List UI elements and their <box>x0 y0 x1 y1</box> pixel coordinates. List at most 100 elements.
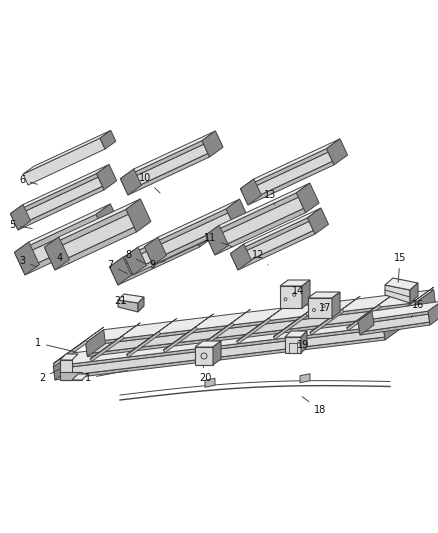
Polygon shape <box>120 141 204 182</box>
Polygon shape <box>237 318 271 344</box>
Polygon shape <box>14 204 110 252</box>
Polygon shape <box>232 221 313 266</box>
Polygon shape <box>55 337 385 380</box>
Polygon shape <box>138 297 144 312</box>
Polygon shape <box>55 324 403 377</box>
Polygon shape <box>16 186 104 230</box>
Polygon shape <box>310 296 360 333</box>
Polygon shape <box>428 301 438 325</box>
Polygon shape <box>145 199 240 247</box>
Polygon shape <box>53 326 384 369</box>
Text: 10: 10 <box>139 173 160 193</box>
Polygon shape <box>86 330 106 357</box>
Polygon shape <box>53 327 104 364</box>
Polygon shape <box>86 290 434 343</box>
Polygon shape <box>383 313 403 340</box>
Polygon shape <box>360 312 438 332</box>
Polygon shape <box>385 285 410 303</box>
Polygon shape <box>23 222 119 270</box>
Text: 2: 2 <box>39 369 60 383</box>
Polygon shape <box>360 322 430 335</box>
Text: 17: 17 <box>319 303 331 313</box>
Polygon shape <box>195 341 221 347</box>
Polygon shape <box>230 218 309 257</box>
Polygon shape <box>127 318 177 354</box>
Polygon shape <box>96 165 117 190</box>
Polygon shape <box>285 331 307 337</box>
Polygon shape <box>230 208 321 254</box>
Polygon shape <box>308 292 340 298</box>
Polygon shape <box>206 183 310 235</box>
Polygon shape <box>124 219 208 261</box>
Polygon shape <box>126 199 151 232</box>
Text: 14: 14 <box>292 286 304 296</box>
Polygon shape <box>44 237 69 270</box>
Polygon shape <box>191 219 213 247</box>
Polygon shape <box>163 314 214 350</box>
Polygon shape <box>127 223 213 271</box>
Polygon shape <box>383 287 434 324</box>
Polygon shape <box>87 313 417 357</box>
Polygon shape <box>213 199 317 251</box>
Text: 19: 19 <box>297 340 309 350</box>
Polygon shape <box>122 144 208 191</box>
Polygon shape <box>273 301 324 337</box>
Text: 9: 9 <box>149 260 166 270</box>
Polygon shape <box>163 327 198 353</box>
Polygon shape <box>86 303 416 346</box>
Polygon shape <box>213 208 306 255</box>
Polygon shape <box>23 232 106 275</box>
Polygon shape <box>200 322 234 348</box>
Polygon shape <box>146 213 233 261</box>
Polygon shape <box>200 309 250 346</box>
Polygon shape <box>120 131 215 179</box>
Polygon shape <box>326 139 348 165</box>
Text: 5: 5 <box>9 220 32 230</box>
Polygon shape <box>246 161 334 205</box>
Polygon shape <box>300 374 310 383</box>
Polygon shape <box>297 183 319 213</box>
Polygon shape <box>332 292 340 318</box>
Polygon shape <box>145 209 228 251</box>
Polygon shape <box>53 227 137 270</box>
Polygon shape <box>273 313 307 340</box>
Polygon shape <box>100 131 116 149</box>
Polygon shape <box>240 179 261 205</box>
Polygon shape <box>116 243 200 285</box>
Text: 15: 15 <box>394 253 406 282</box>
Polygon shape <box>118 300 138 312</box>
Polygon shape <box>145 237 166 265</box>
Text: 13: 13 <box>264 190 276 205</box>
Text: 7: 7 <box>107 260 127 274</box>
Polygon shape <box>205 378 215 387</box>
Polygon shape <box>301 331 307 353</box>
Polygon shape <box>416 290 435 317</box>
Polygon shape <box>11 205 31 230</box>
Polygon shape <box>116 233 211 281</box>
Polygon shape <box>60 354 78 360</box>
Polygon shape <box>12 177 102 227</box>
Polygon shape <box>206 225 229 255</box>
Polygon shape <box>126 143 221 191</box>
Polygon shape <box>237 221 327 266</box>
Polygon shape <box>237 305 287 341</box>
Polygon shape <box>53 353 73 380</box>
Polygon shape <box>127 332 161 357</box>
Polygon shape <box>110 219 205 267</box>
Polygon shape <box>230 244 251 270</box>
Polygon shape <box>310 309 344 335</box>
Polygon shape <box>307 208 328 234</box>
Text: 11: 11 <box>204 233 233 247</box>
Polygon shape <box>242 152 332 201</box>
Polygon shape <box>206 193 298 239</box>
Polygon shape <box>124 209 219 257</box>
Polygon shape <box>237 230 315 270</box>
Polygon shape <box>202 131 223 157</box>
Text: 6: 6 <box>19 175 37 185</box>
Text: 12: 12 <box>252 250 268 265</box>
Polygon shape <box>60 372 82 380</box>
Polygon shape <box>124 247 146 275</box>
Polygon shape <box>90 336 124 361</box>
Polygon shape <box>110 257 131 285</box>
Text: 8: 8 <box>125 250 145 264</box>
